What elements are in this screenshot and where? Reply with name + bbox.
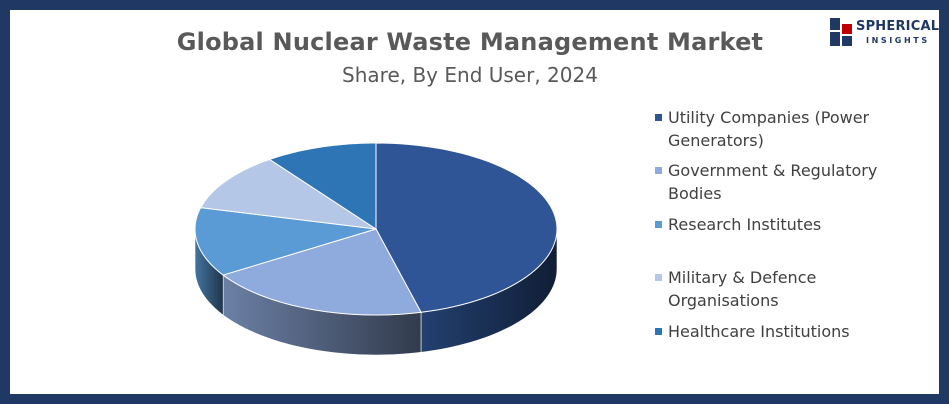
pie-slice-military (199, 158, 377, 230)
pie-slice-research (194, 207, 377, 276)
legend-label: Utility Companies (Power Generators) (668, 108, 870, 150)
legend-swatch (655, 221, 662, 228)
chart-title: Global Nuclear Waste Management Market (176, 28, 764, 56)
logo-wordmark: SPHERICAL (856, 19, 940, 34)
brand-logo: SPHERICAL INSIGHTS (826, 16, 940, 50)
legend-swatch (655, 114, 662, 121)
pie-slice-healthcare (268, 142, 377, 230)
legend-swatch (655, 274, 662, 281)
legend-label: Military & Defence Organisations (668, 268, 817, 310)
legend-label: Government & Regulatory Bodies (668, 161, 878, 203)
legend-swatch (655, 328, 662, 335)
legend-label: Healthcare Institutions (668, 322, 850, 341)
pie-slice-government (222, 228, 422, 316)
legend-swatch (655, 167, 662, 174)
logo-mark-icon (830, 18, 852, 46)
pie-slice-utility (375, 142, 558, 313)
chart-subtitle: Share, By End User, 2024 (342, 63, 598, 87)
pie-top-faces (194, 142, 558, 316)
logo-subtext: INSIGHTS (866, 36, 930, 45)
legend-label: Research Institutes (668, 215, 822, 234)
